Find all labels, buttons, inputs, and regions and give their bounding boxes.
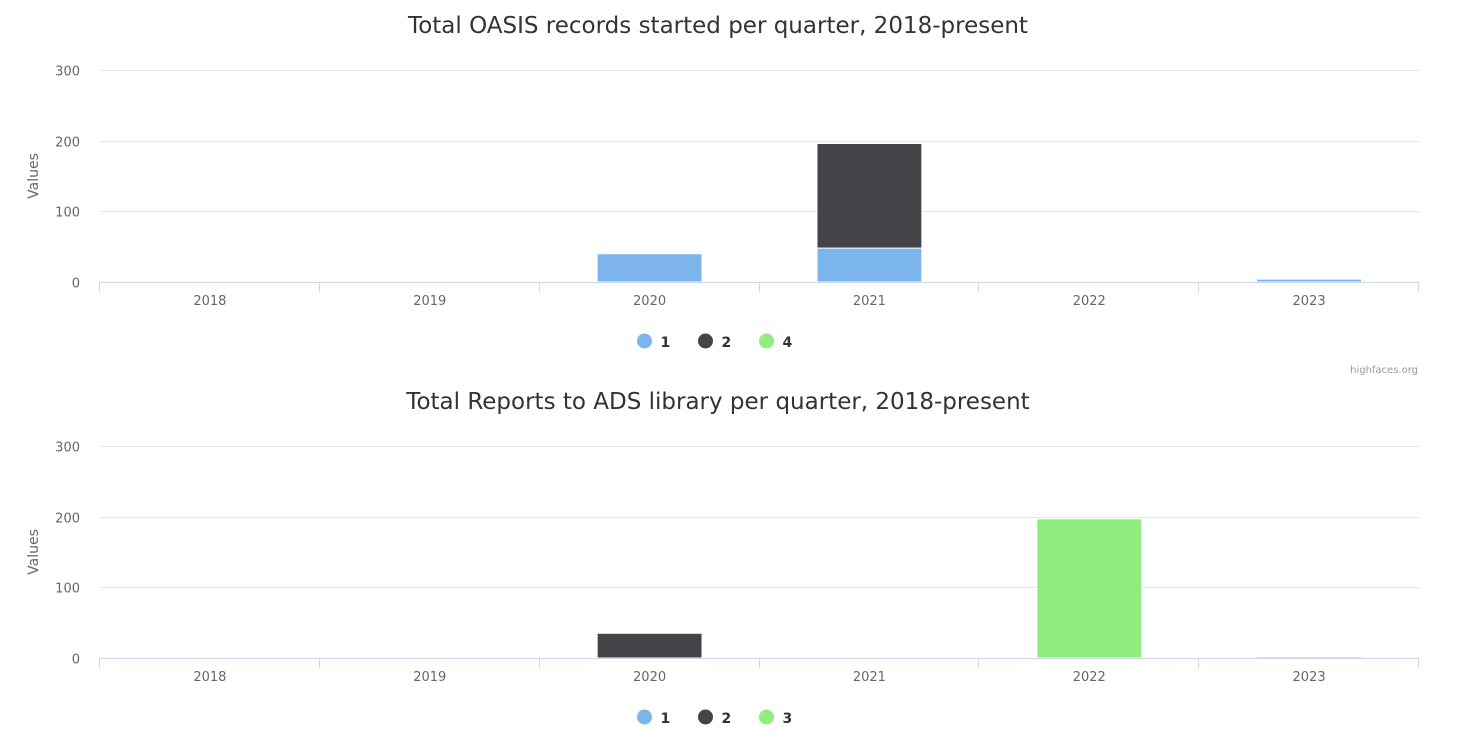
legend-label: 2 (722, 711, 732, 727)
legend-item-3[interactable]: 3 (759, 709, 793, 728)
x-tick-label: 2019 (413, 670, 446, 685)
y-axis-title: Values (26, 529, 42, 575)
y-tick-label: 300 (55, 65, 80, 80)
y-tick-label: 100 (55, 582, 80, 597)
legend-label: 2 (722, 335, 732, 351)
y-tick-label: 100 (55, 206, 80, 221)
x-tick-label: 2021 (853, 294, 886, 309)
legend-item-4[interactable]: 4 (759, 333, 793, 352)
y-axis-title: Values (26, 153, 42, 199)
legend-symbol (637, 709, 652, 725)
y-tick-label: 0 (72, 277, 80, 292)
bar-series-1-2023[interactable] (1256, 656, 1363, 659)
bar-series-1-2021[interactable] (816, 247, 923, 283)
legend-symbol (698, 709, 713, 725)
legend-symbol (759, 333, 774, 349)
bar-series-1-2023[interactable] (1256, 278, 1363, 283)
x-tick-label: 2023 (1293, 670, 1326, 685)
x-tick-label: 2021 (853, 670, 886, 685)
legend-symbol (637, 333, 652, 349)
bar-series-2-2020[interactable] (596, 632, 703, 659)
legend-label: 3 (783, 711, 793, 727)
x-tick-label: 2023 (1293, 294, 1326, 309)
x-tick-label: 2020 (633, 294, 666, 309)
x-tick-label: 2022 (1073, 670, 1106, 685)
legend-item-1[interactable]: 1 (637, 709, 671, 728)
legend-item-2[interactable]: 2 (698, 333, 732, 352)
legend-label: 1 (661, 335, 671, 351)
bar-series-1-2020[interactable] (596, 253, 703, 283)
oasis-records-chart: Total OASIS records started per quarter,… (26, 13, 1419, 376)
ads-reports-chart: Total Reports to ADS library per quarter… (26, 389, 1419, 728)
x-tick-label: 2019 (413, 294, 446, 309)
legend-label: 4 (783, 335, 793, 351)
bar-series-3-2022[interactable] (1036, 518, 1143, 659)
legend-item-2[interactable]: 2 (698, 709, 732, 728)
y-tick-label: 0 (72, 653, 80, 668)
y-tick-label: 200 (55, 136, 80, 151)
x-tick-label: 2018 (193, 294, 226, 309)
y-tick-label: 300 (55, 441, 80, 456)
chart-title: Total Reports to ADS library per quarter… (405, 389, 1029, 415)
bar-series-2-2021[interactable] (816, 142, 923, 249)
chart-title: Total OASIS records started per quarter,… (407, 13, 1028, 39)
y-tick-label: 200 (55, 512, 80, 527)
credits-link[interactable]: highfaces.org (1350, 365, 1418, 376)
legend-symbol (698, 333, 713, 349)
x-tick-label: 2018 (193, 670, 226, 685)
legend-label: 1 (661, 711, 671, 727)
x-tick-label: 2020 (633, 670, 666, 685)
x-tick-label: 2022 (1073, 294, 1106, 309)
legend-symbol (759, 709, 774, 725)
legend-item-1[interactable]: 1 (637, 333, 671, 352)
